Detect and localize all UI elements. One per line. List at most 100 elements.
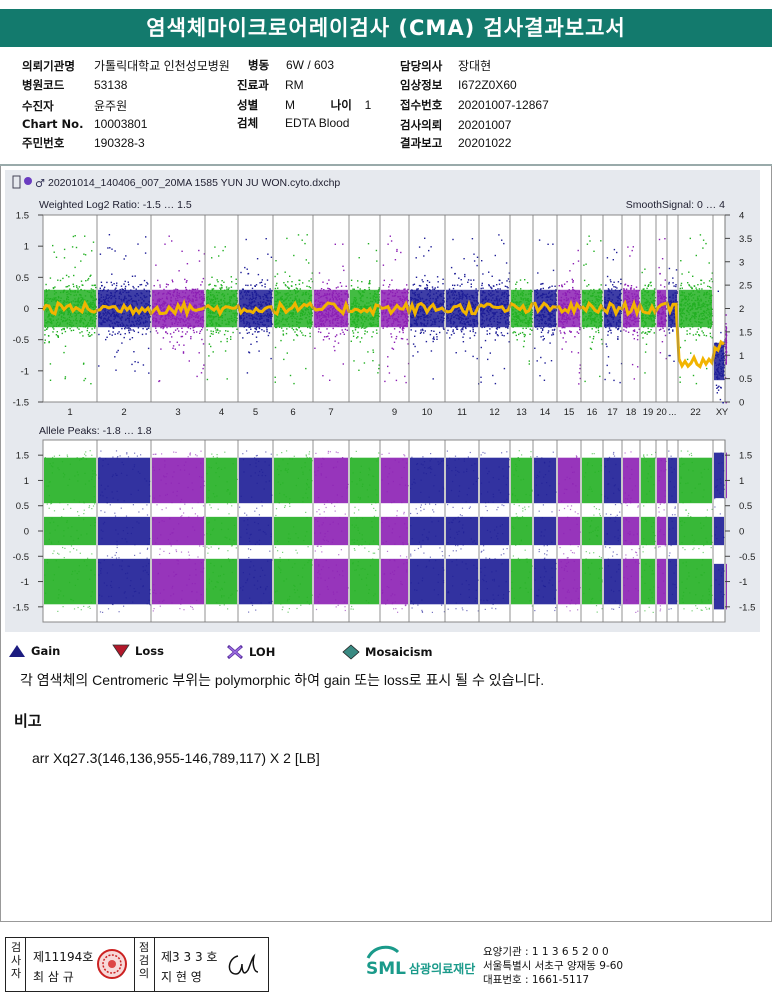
log2-point xyxy=(375,249,378,252)
log2-point xyxy=(77,288,79,290)
allele-point xyxy=(194,563,196,565)
allele-point xyxy=(78,515,80,517)
allele-point xyxy=(306,601,308,603)
log2-point xyxy=(190,337,192,340)
allele-point xyxy=(121,568,123,571)
allele-point xyxy=(183,512,185,514)
allele-point xyxy=(362,483,364,485)
log2-point xyxy=(74,235,76,237)
allele-point xyxy=(263,592,265,595)
allele-point xyxy=(89,450,91,452)
allele-point xyxy=(402,543,404,546)
allele-point xyxy=(276,468,279,470)
log2-point xyxy=(425,340,428,343)
log2-point xyxy=(109,247,111,249)
allele-point xyxy=(249,534,251,536)
log2-point xyxy=(271,290,274,292)
log2-point xyxy=(140,283,143,286)
allele-point xyxy=(249,573,251,575)
log2-point xyxy=(417,288,419,290)
allele-point xyxy=(421,609,423,611)
allele-point xyxy=(139,472,141,474)
allele-point xyxy=(144,478,146,480)
allele-point xyxy=(73,499,75,501)
allele-point xyxy=(80,609,82,611)
allele-point xyxy=(319,593,321,595)
allele-point xyxy=(433,511,435,513)
allele-point xyxy=(83,518,85,521)
allele-point xyxy=(91,454,93,456)
log2-point xyxy=(286,328,288,330)
allele-point xyxy=(170,482,172,484)
log2-point xyxy=(146,328,148,330)
allele-point xyxy=(305,488,308,490)
allele-point xyxy=(314,532,316,534)
log2-point xyxy=(295,287,298,289)
allele-point xyxy=(147,543,149,545)
allele-point xyxy=(316,545,318,547)
allele-point xyxy=(172,593,175,595)
allele-point xyxy=(203,516,205,518)
allele-point xyxy=(72,570,74,573)
log2-point xyxy=(416,288,418,290)
log2-point xyxy=(389,284,391,286)
allele-point xyxy=(63,508,65,510)
allele-peak-band xyxy=(350,457,379,504)
allele-point xyxy=(48,485,50,487)
log2-point xyxy=(52,287,55,290)
allele-point xyxy=(253,584,256,586)
log2-point xyxy=(270,357,272,360)
allele-point xyxy=(206,472,208,475)
log2-point xyxy=(263,330,265,332)
log2-point xyxy=(402,329,404,332)
log2-point xyxy=(402,327,404,329)
allele-point xyxy=(49,522,51,524)
allele-point xyxy=(315,558,318,560)
log2-point xyxy=(117,349,119,352)
log2-point xyxy=(433,330,435,332)
allele-point xyxy=(111,603,114,605)
log2-point xyxy=(182,352,185,354)
log2-point xyxy=(225,330,227,332)
allele-point xyxy=(124,538,127,540)
allele-point xyxy=(89,578,91,580)
allele-point xyxy=(270,453,272,455)
allele-point xyxy=(132,595,134,597)
log2-point xyxy=(308,280,310,282)
allele-point xyxy=(173,571,175,573)
allele-point xyxy=(153,497,155,499)
log2-point xyxy=(241,288,244,290)
log2-point xyxy=(309,332,311,335)
log2-point xyxy=(215,329,217,331)
log2-point xyxy=(123,336,125,339)
allele-point xyxy=(439,547,441,549)
allele-point xyxy=(368,592,370,594)
allele-point xyxy=(319,573,321,575)
log2-point xyxy=(405,381,407,384)
allele-point xyxy=(133,466,135,468)
allele-point xyxy=(236,590,238,592)
allele-point xyxy=(148,599,150,601)
log2-point xyxy=(377,372,379,374)
allele-point xyxy=(163,589,165,591)
allele-point xyxy=(416,463,419,465)
allele-point xyxy=(343,601,346,603)
log2-point xyxy=(178,330,180,332)
allele-point xyxy=(254,457,256,459)
allele-point xyxy=(322,538,324,540)
allele-point xyxy=(378,452,380,454)
allele-point xyxy=(437,594,439,596)
allele-point xyxy=(83,457,85,459)
log2-point xyxy=(83,253,85,255)
allele-point xyxy=(361,578,363,580)
allele-point xyxy=(169,533,171,535)
log2-point xyxy=(285,285,287,287)
allele-point xyxy=(431,468,433,470)
allele-point xyxy=(126,474,128,476)
allele-point xyxy=(246,528,248,530)
allele-point xyxy=(265,533,267,535)
allele-point xyxy=(396,515,398,517)
allele-point xyxy=(133,591,136,593)
allele-point xyxy=(183,609,185,611)
log2-point xyxy=(139,284,141,286)
